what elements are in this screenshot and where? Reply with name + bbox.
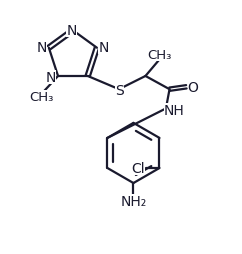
Text: Cl: Cl [131, 161, 145, 175]
Text: CH₃: CH₃ [147, 49, 171, 61]
Text: N: N [37, 40, 47, 54]
Text: N: N [46, 71, 56, 85]
Text: N: N [98, 40, 109, 54]
Text: N: N [67, 24, 77, 38]
Text: NH: NH [164, 103, 185, 117]
Text: CH₃: CH₃ [29, 91, 53, 104]
Text: O: O [188, 81, 198, 94]
Text: NH₂: NH₂ [120, 194, 147, 208]
Text: S: S [115, 83, 124, 97]
